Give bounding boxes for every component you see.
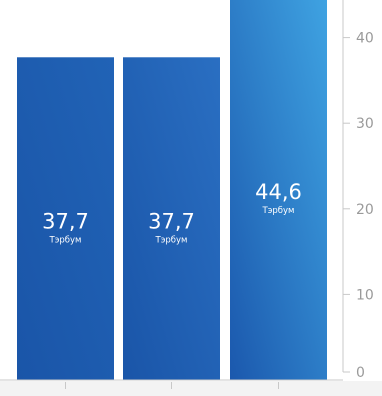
y-tick-label-40: 40 [356,31,374,47]
y-axis-ticks: 0 10 20 30 40 [343,31,374,381]
bar-unit-label-2: Тэрбум [155,236,188,246]
labels-layer: 37,7 Тэрбум 37,7 Тэрбум 44,6 Тэрбум [42,180,302,246]
bars-layer [17,0,327,381]
bar-3[interactable] [230,0,327,381]
x-axis-ticks [65,382,279,389]
bar-1[interactable] [17,57,114,381]
bar-value-label-1: 37,7 [42,210,89,234]
footer-band [0,381,382,396]
bar-2[interactable] [123,57,220,381]
y-tick-label-0: 0 [356,365,365,381]
y-tick-label-10: 10 [356,287,374,303]
y-tick-label-30: 30 [356,116,374,132]
bar-unit-label-3: Тэрбум [262,206,295,216]
bar-value-label-3: 44,6 [255,180,302,204]
bar-value-label-2: 37,7 [148,210,195,234]
bar-unit-label-1: Тэрбум [49,236,82,246]
y-tick-label-20: 20 [356,202,374,218]
